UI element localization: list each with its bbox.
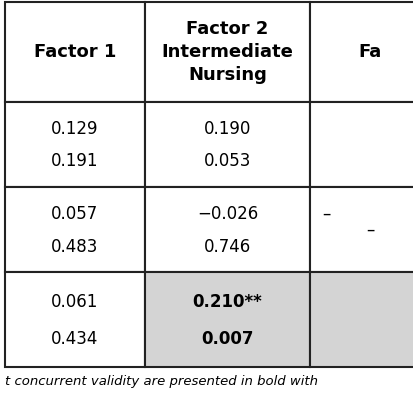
Bar (5, 187, 145, 272)
Bar (310, 187, 413, 272)
Text: Factor 2
Intermediate
Nursing: Factor 2 Intermediate Nursing (161, 20, 294, 84)
Text: 0.129: 0.129 (51, 120, 99, 138)
Bar (5, 272, 145, 367)
Text: –: – (366, 221, 374, 238)
Text: –: – (322, 205, 330, 223)
Bar (310, 102, 413, 187)
Bar (310, 2, 413, 102)
Text: 0.057: 0.057 (51, 205, 99, 223)
Bar (5, 2, 145, 102)
Bar (145, 272, 310, 367)
Bar (145, 187, 310, 272)
Text: 0.210**: 0.210** (192, 293, 262, 311)
Text: 0.191: 0.191 (51, 152, 99, 171)
Bar (145, 102, 310, 187)
Text: 0.746: 0.746 (204, 237, 251, 256)
Text: Fa: Fa (358, 43, 382, 61)
Bar (310, 272, 413, 367)
Text: 0.061: 0.061 (51, 293, 99, 311)
Text: t concurrent validity are presented in bold with: t concurrent validity are presented in b… (5, 375, 318, 388)
Text: 0.434: 0.434 (51, 330, 99, 347)
Text: Factor 1: Factor 1 (34, 43, 116, 61)
Text: 0.190: 0.190 (204, 120, 251, 138)
Text: 0.483: 0.483 (51, 237, 99, 256)
Text: 0.007: 0.007 (201, 330, 254, 347)
Bar (145, 2, 310, 102)
Text: −0.026: −0.026 (197, 205, 258, 223)
Text: 0.053: 0.053 (204, 152, 251, 171)
Bar (5, 102, 145, 187)
